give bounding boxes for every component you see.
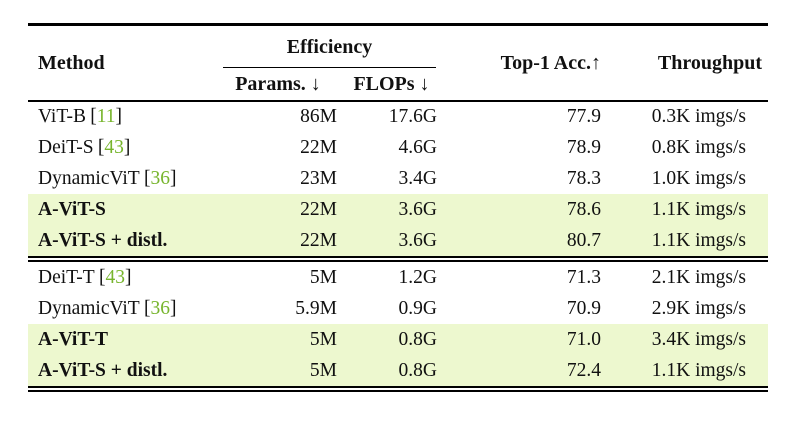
method-name: DynamicViT — [38, 297, 140, 319]
top1-accuracy-value: 71.3 — [566, 266, 601, 288]
flops-value: 3.6G — [398, 229, 437, 251]
throughput-value: 1.1K imgs/s — [651, 359, 746, 381]
flops-value: 1.2G — [398, 266, 437, 288]
top1-accuracy-value: 77.9 — [566, 106, 601, 128]
method-cell: DeiT-S [43] — [28, 132, 213, 163]
table-row: A-ViT-S + distl. 5M 0.8G 72.4 1.1K imgs/… — [28, 355, 768, 386]
citation-number[interactable]: 11 — [96, 106, 116, 128]
method-name: A-ViT-T — [38, 328, 109, 350]
table-section-tiny-models: DeiT-T [43] 5M 1.2G 71.3 2.1K imgs/s Dyna… — [28, 262, 768, 386]
citation-number[interactable]: 36 — [150, 167, 171, 189]
citation: [43] — [97, 136, 131, 158]
flops-value: 3.6G — [398, 198, 437, 220]
throughput-value: 2.9K imgs/s — [651, 297, 746, 319]
flops-value: 4.6G — [398, 136, 437, 158]
section-divider — [28, 256, 768, 262]
params-value: 86M — [300, 106, 337, 128]
top1-accuracy-value: 78.3 — [566, 167, 601, 189]
column-header-throughput: Throughput — [605, 26, 768, 102]
method-cell: A-ViT-S — [28, 194, 213, 225]
table-row: A-ViT-S 22M 3.6G 78.6 1.1K imgs/s — [28, 194, 768, 225]
top1-accuracy-value: 80.7 — [566, 229, 601, 251]
top1-accuracy-value: 78.9 — [566, 136, 601, 158]
citation: [36] — [144, 297, 177, 319]
table-row: DeiT-S [43] 22M 4.6G 78.9 0.8K imgs/s — [28, 132, 768, 163]
method-cell: ViT-B [11] — [28, 101, 213, 132]
throughput-value: 1.1K imgs/s — [651, 198, 746, 220]
table-top-rule — [28, 23, 768, 26]
flops-value: 0.8G — [398, 328, 437, 350]
throughput-value: 1.1K imgs/s — [651, 229, 746, 251]
top1-accuracy-value: 72.4 — [566, 359, 601, 381]
efficiency-underline: Efficiency — [223, 26, 436, 68]
citation-number[interactable]: 43 — [104, 136, 124, 158]
method-name: A-ViT-S + distl. — [38, 229, 168, 251]
params-value: 5M — [309, 266, 337, 288]
table-header: Method Efficiency Top-1 Acc.↑ Throughput… — [28, 26, 768, 102]
params-value: 22M — [300, 198, 337, 220]
method-name: DeiT-S — [38, 136, 94, 158]
table-row: DynamicViT [36] 23M 3.4G 78.3 1.0K imgs/s — [28, 163, 768, 194]
method-cell: A-ViT-T — [28, 324, 213, 355]
params-value: 5M — [309, 328, 337, 350]
flops-value: 0.9G — [398, 297, 437, 319]
params-value: 5M — [309, 359, 337, 381]
table-row: A-ViT-S + distl. 22M 3.6G 80.7 1.1K imgs… — [28, 225, 768, 256]
citation: [36] — [144, 167, 177, 189]
method-cell: DeiT-T [43] — [28, 262, 213, 293]
column-header-top1-acc: Top-1 Acc.↑ — [440, 26, 605, 102]
citation: [43] — [98, 266, 132, 288]
citation-number[interactable]: 43 — [105, 266, 125, 288]
column-header-params: Params. ↓ — [213, 68, 343, 102]
method-name: ViT-B — [38, 106, 86, 128]
citation-number[interactable]: 36 — [150, 297, 171, 319]
table-section-small-models: ViT-B [11] 86M 17.6G 77.9 0.3K imgs/s Dei… — [28, 101, 768, 256]
citation: [11] — [90, 106, 123, 128]
flops-value: 3.4G — [398, 167, 437, 189]
throughput-value: 2.1K imgs/s — [651, 266, 746, 288]
table-bottom-rule — [28, 386, 768, 392]
top1-accuracy-value: 71.0 — [566, 328, 601, 350]
method-name: A-ViT-S — [38, 198, 106, 220]
results-table: Method Efficiency Top-1 Acc.↑ Throughput… — [28, 23, 768, 392]
table-row: DeiT-T [43] 5M 1.2G 71.3 2.1K imgs/s — [28, 262, 768, 293]
throughput-value: 3.4K imgs/s — [651, 328, 746, 350]
method-cell: A-ViT-S + distl. — [28, 225, 213, 256]
table-row: ViT-B [11] 86M 17.6G 77.9 0.3K imgs/s — [28, 101, 768, 132]
method-cell: DynamicViT [36] — [28, 293, 213, 324]
method-name: DeiT-T — [38, 266, 95, 288]
column-header-flops: FLOPs ↓ — [343, 68, 440, 102]
method-name: DynamicViT — [38, 167, 140, 189]
benchmark-comparison-table: Method Efficiency Top-1 Acc.↑ Throughput… — [28, 26, 768, 386]
column-header-efficiency: Efficiency — [286, 35, 373, 58]
flops-value: 0.8G — [398, 359, 437, 381]
method-name: A-ViT-S + distl. — [38, 359, 168, 381]
params-value: 22M — [300, 229, 337, 251]
flops-value: 17.6G — [388, 106, 437, 128]
column-header-method: Method — [28, 26, 213, 102]
params-value: 23M — [300, 167, 337, 189]
method-cell: DynamicViT [36] — [28, 163, 213, 194]
params-value: 5.9M — [295, 297, 337, 319]
params-value: 22M — [300, 136, 337, 158]
section-divider-rule — [28, 256, 768, 262]
top1-accuracy-value: 78.6 — [566, 198, 601, 220]
table-row: DynamicViT [36] 5.9M 0.9G 70.9 2.9K imgs/… — [28, 293, 768, 324]
table-row: A-ViT-T 5M 0.8G 71.0 3.4K imgs/s — [28, 324, 768, 355]
throughput-value: 1.0K imgs/s — [651, 167, 746, 189]
throughput-value: 0.8K imgs/s — [651, 136, 746, 158]
top1-accuracy-value: 70.9 — [566, 297, 601, 319]
method-cell: A-ViT-S + distl. — [28, 355, 213, 386]
column-group-efficiency: Efficiency — [213, 26, 440, 68]
throughput-value: 0.3K imgs/s — [651, 106, 746, 128]
